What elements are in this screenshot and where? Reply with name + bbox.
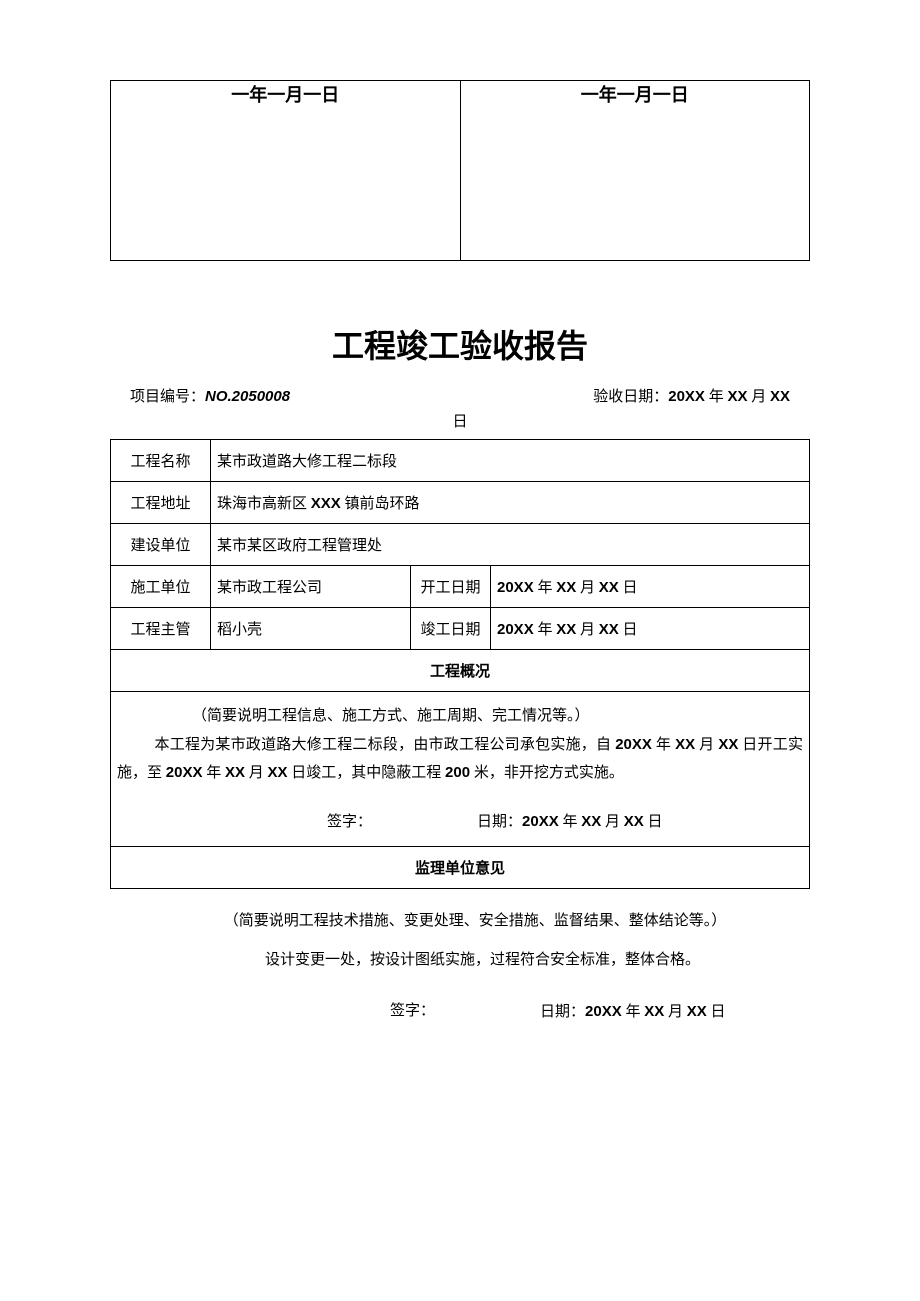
start-date-value: 20XX 年 XX 月 XX 日 xyxy=(491,566,810,608)
ov-t13: 日竣工，其中隐蔽工程 xyxy=(288,765,446,781)
ov-t15: 米，非开挖方式实施。 xyxy=(470,765,624,781)
overview-header: 工程概况 xyxy=(111,650,810,692)
ov-t5: 月 xyxy=(695,737,718,753)
ov-t8: 20XX xyxy=(166,764,203,781)
ov-t6: XX xyxy=(718,736,738,753)
end-date-label: 竣工日期 xyxy=(411,608,491,650)
ov-t10: XX xyxy=(225,764,245,781)
addr-mid: XXX xyxy=(311,495,341,512)
overview-body: 本工程为某市政道路大修工程二标段，由市政工程公司承包实施，自 20XX 年 XX… xyxy=(117,731,803,788)
ov-t11: 月 xyxy=(245,765,268,781)
supervision-section: （简要说明工程技术措施、变更处理、安全措施、监督结果、整体结论等。） 设计变更一… xyxy=(110,889,810,1045)
overview-date: 日期：20XX 年 XX 月 XX 日 xyxy=(477,808,663,837)
main-info-table: 工程名称 某市政道路大修工程二标段 工程地址 珠海市高新区 XXX 镇前岛环路 … xyxy=(110,439,810,889)
day-char-center: 日 xyxy=(110,410,810,431)
construct-unit-label: 施工单位 xyxy=(111,566,211,608)
project-no-label: 项目编号： xyxy=(130,389,205,405)
meta-row: 项目编号：NO.2050008 验收日期：20XX 年 XX 月 XX xyxy=(110,385,810,406)
ov-t9: 年 xyxy=(202,765,225,781)
project-no-value: NO.2050008 xyxy=(205,388,290,405)
construct-unit-value: 某市政工程公司 xyxy=(211,566,411,608)
supervision-sig-row: 签字： 日期：20XX 年 XX 月 XX 日 xyxy=(120,995,800,1029)
build-unit-label: 建设单位 xyxy=(111,524,211,566)
overview-note: （简要说明工程信息、施工方式、施工周期、完工情况等。） xyxy=(117,702,803,731)
accept-date-dd: XX xyxy=(770,388,790,405)
ov-t2: 20XX xyxy=(615,736,652,753)
build-unit-value: 某市某区政府工程管理处 xyxy=(211,524,810,566)
top-cell-left: 一年一月一日 xyxy=(111,81,461,261)
ov-t3: 年 xyxy=(652,737,675,753)
addr-pre: 珠海市高新区 xyxy=(217,496,311,512)
accept-date: 验收日期：20XX 年 XX 月 XX xyxy=(593,385,790,406)
overview-sig-label: 签字： xyxy=(327,808,477,837)
supervision-body: 设计变更一处，按设计图纸实施，过程符合安全标准，整体合格。 xyxy=(120,944,800,977)
project-name-value: 某市政道路大修工程二标段 xyxy=(211,440,810,482)
ov-t14: 200 xyxy=(445,764,470,781)
supervision-date: 日期：20XX 年 XX 月 XX 日 xyxy=(540,995,726,1029)
supervision-sig-label: 签字： xyxy=(390,995,540,1029)
project-name-label: 工程名称 xyxy=(111,440,211,482)
project-addr-label: 工程地址 xyxy=(111,482,211,524)
accept-date-mm: XX xyxy=(727,388,747,405)
manager-label: 工程主管 xyxy=(111,608,211,650)
accept-date-label: 验收日期： xyxy=(593,389,668,405)
accept-date-year-char: 年 xyxy=(705,389,728,405)
start-date-label: 开工日期 xyxy=(411,566,491,608)
supervision-header: 监理单位意见 xyxy=(111,847,810,889)
project-addr-value: 珠海市高新区 XXX 镇前岛环路 xyxy=(211,482,810,524)
addr-post: 镇前岛环路 xyxy=(341,496,420,512)
top-date-table: 一年一月一日 一年一月一日 xyxy=(110,80,810,261)
overview-sig-row: 签字： 日期：20XX 年 XX 月 XX 日 xyxy=(117,808,803,837)
ov-t12: XX xyxy=(268,764,288,781)
end-date-value: 20XX 年 XX 月 XX 日 xyxy=(491,608,810,650)
report-title: 工程竣工验收报告 xyxy=(110,321,810,367)
accept-date-month-char: 月 xyxy=(747,389,770,405)
overview-cell: （简要说明工程信息、施工方式、施工周期、完工情况等。） 本工程为某市政道路大修工… xyxy=(111,692,810,847)
supervision-note: （简要说明工程技术措施、变更处理、安全措施、监督结果、整体结论等。） xyxy=(120,905,800,938)
ov-t1: 本工程为某市政道路大修工程二标段，由市政工程公司承包实施，自 xyxy=(155,737,616,753)
ov-dt-lbl: 日期： xyxy=(477,814,522,830)
top-cell-right: 一年一月一日 xyxy=(460,81,810,261)
project-number: 项目编号：NO.2050008 xyxy=(130,385,290,406)
sup-dt-lbl: 日期： xyxy=(540,1004,585,1020)
ov-t4: XX xyxy=(675,736,695,753)
manager-value: 稻小壳 xyxy=(211,608,411,650)
accept-date-year-val: 20XX xyxy=(668,388,705,405)
